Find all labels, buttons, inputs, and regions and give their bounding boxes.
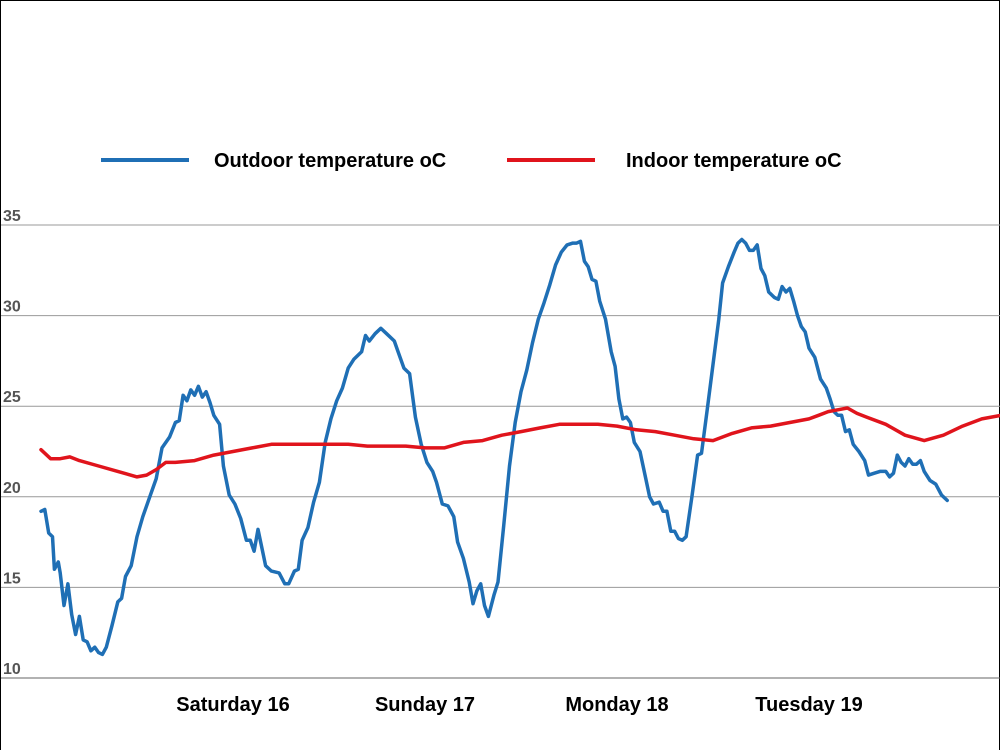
y-tick-label-30: 30 bbox=[3, 299, 21, 316]
x-axis-ticks: Saturday 16 Sunday 17 Monday 18 Tuesday 19 bbox=[176, 694, 862, 716]
y-axis-ticks: 10 15 20 25 30 35 bbox=[3, 208, 21, 678]
x-tick-label-1: Sunday 17 bbox=[375, 694, 475, 716]
gridlines bbox=[1, 224, 1000, 679]
legend-label-outdoor: Outdoor temperature oC bbox=[214, 150, 446, 172]
x-tick-label-0: Saturday 16 bbox=[176, 694, 289, 716]
legend: Outdoor temperature oC Indoor temperatur… bbox=[101, 150, 842, 172]
y-tick-label-25: 25 bbox=[3, 389, 21, 406]
y-tick-label-10: 10 bbox=[3, 661, 21, 678]
series-lines bbox=[39, 237, 1000, 657]
series-line-outdoor bbox=[39, 237, 949, 657]
x-tick-label-3: Tuesday 19 bbox=[755, 694, 862, 716]
y-tick-label-35: 35 bbox=[3, 208, 21, 225]
y-tick-label-20: 20 bbox=[3, 480, 21, 497]
legend-label-indoor: Indoor temperature oC bbox=[626, 150, 842, 172]
y-tick-label-15: 15 bbox=[3, 570, 21, 587]
series-line-indoor bbox=[39, 406, 1000, 479]
x-tick-label-2: Monday 18 bbox=[565, 694, 668, 716]
